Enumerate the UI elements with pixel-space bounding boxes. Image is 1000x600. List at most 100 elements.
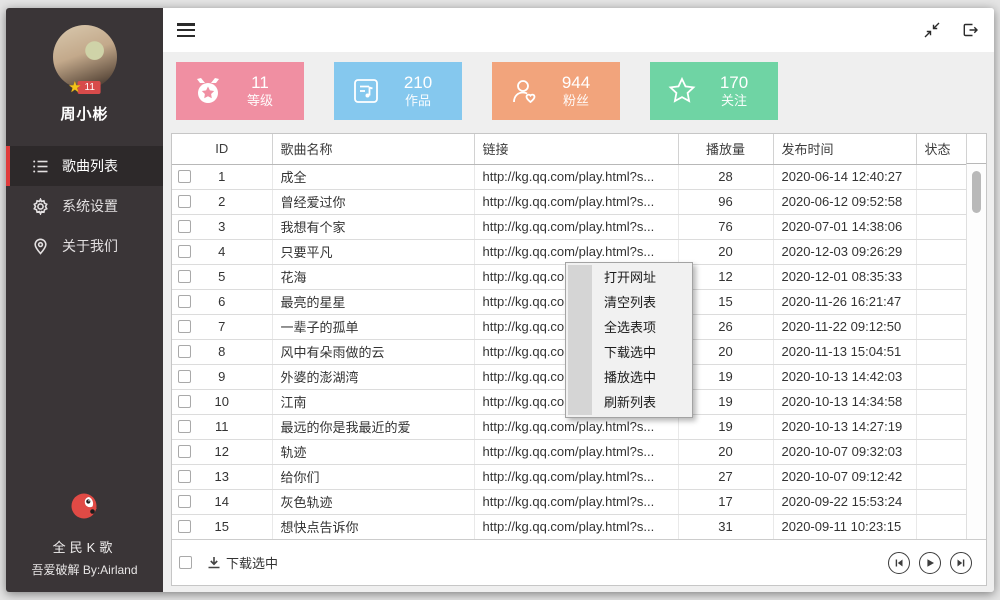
cell-status xyxy=(916,214,967,240)
table-row[interactable]: 2 曾经爱过你 http://kg.qq.com/play.html?s... … xyxy=(172,189,967,215)
cell-song-name: 外婆的澎湖湾 xyxy=(272,364,475,390)
table-row[interactable]: 13 给你们 http://kg.qq.com/play.html?s... 2… xyxy=(172,464,967,490)
context-menu-item-play-selected[interactable]: 播放选中 xyxy=(604,370,657,385)
sidebar-item-label: 关于我们 xyxy=(62,238,118,254)
vertical-scrollbar[interactable] xyxy=(966,164,986,539)
select-all-checkbox[interactable] xyxy=(179,556,192,569)
row-checkbox[interactable] xyxy=(178,369,191,383)
cell-plays: 17 xyxy=(678,489,774,515)
cell-song-name: 江南 xyxy=(272,389,475,415)
stat-value: 11 xyxy=(251,73,269,92)
sidebar-item-settings[interactable]: 系统设置 xyxy=(6,186,163,226)
cell-link: http://kg.qq.com/play.html?s... xyxy=(474,239,679,265)
cell-status xyxy=(916,239,967,265)
sidebar: ★ 11 周小彬 歌曲列表 系统设置 xyxy=(6,8,163,592)
context-menu-item-open-url[interactable]: 打开网址 xyxy=(604,270,657,285)
previous-track-button[interactable] xyxy=(888,551,910,574)
row-checkbox[interactable] xyxy=(178,419,191,433)
row-checkbox[interactable] xyxy=(178,169,191,183)
cell-link: http://kg.qq.com/play.html?s... xyxy=(474,414,679,440)
table-row[interactable]: 11 最远的你是我最近的爱 http://kg.qq.com/play.html… xyxy=(172,414,967,440)
row-checkbox[interactable] xyxy=(178,194,191,208)
row-checkbox[interactable] xyxy=(178,519,191,533)
cell-time: 2020-09-11 10:23:15 xyxy=(773,514,917,539)
row-checkbox[interactable] xyxy=(178,344,191,358)
cell-song-name: 想快点告诉你 xyxy=(272,514,475,539)
app-window: ★ 11 周小彬 歌曲列表 系统设置 xyxy=(6,8,994,592)
cell-time: 2020-11-22 09:12:50 xyxy=(773,314,917,340)
download-selected-button[interactable]: 下载选中 xyxy=(206,553,278,572)
table-row[interactable]: 12 轨迹 http://kg.qq.com/play.html?s... 20… xyxy=(172,439,967,465)
sidebar-item-song-list[interactable]: 歌曲列表 xyxy=(6,146,163,186)
cell-link: http://kg.qq.com/play.html?s... xyxy=(474,514,679,539)
context-menu-item-download-selected[interactable]: 下载选中 xyxy=(604,345,657,360)
list-icon xyxy=(33,160,48,172)
sidebar-menu: 歌曲列表 系统设置 关于我们 xyxy=(6,146,163,266)
cell-plays: 76 xyxy=(678,214,774,240)
cell-plays: 19 xyxy=(678,414,774,440)
table-row[interactable]: 14 灰色轨迹 http://kg.qq.com/play.html?s... … xyxy=(172,489,967,515)
minimize-to-tray-button[interactable] xyxy=(922,20,942,40)
stat-label: 关注 xyxy=(720,93,747,108)
column-header-link[interactable]: 链接 xyxy=(474,134,679,165)
cell-status xyxy=(916,414,967,440)
column-header-name[interactable]: 歌曲名称 xyxy=(272,134,475,165)
cell-plays: 19 xyxy=(678,389,774,415)
sidebar-item-about[interactable]: 关于我们 xyxy=(6,226,163,266)
cell-song-name: 花海 xyxy=(272,264,475,290)
cell-id: 1 xyxy=(218,169,226,184)
row-checkbox[interactable] xyxy=(178,219,191,233)
stat-label: 等级 xyxy=(246,93,273,108)
cell-time: 2020-11-13 15:04:51 xyxy=(773,339,917,365)
table-row[interactable]: 1 成全 http://kg.qq.com/play.html?s... 28 … xyxy=(172,164,967,190)
context-menu-item-select-all[interactable]: 全选表项 xyxy=(604,320,657,335)
column-header-time[interactable]: 发布时间 xyxy=(773,134,917,165)
cell-link: http://kg.qq.com/play.html?s... xyxy=(474,439,679,465)
table-row[interactable]: 15 想快点告诉你 http://kg.qq.com/play.html?s..… xyxy=(172,514,967,539)
cell-song-name: 给你们 xyxy=(272,464,475,490)
cell-song-name: 只要平凡 xyxy=(272,239,475,265)
avatar[interactable]: ★ 11 xyxy=(52,25,117,95)
table-row[interactable]: 10 江南 http://kg.qq.com/play.html?s... 19… xyxy=(172,389,967,415)
column-header-status[interactable]: 状态 xyxy=(916,134,967,165)
column-header-id[interactable]: ID xyxy=(172,134,273,165)
row-checkbox[interactable] xyxy=(178,494,191,508)
cell-song-name: 曾经爱过你 xyxy=(272,189,475,215)
cell-status xyxy=(916,339,967,365)
cell-time: 2020-07-01 14:38:06 xyxy=(773,214,917,240)
cell-time: 2020-10-13 14:34:58 xyxy=(773,389,917,415)
skip-next-icon xyxy=(957,559,965,566)
play-button[interactable] xyxy=(919,551,941,574)
cell-song-name: 最亮的星星 xyxy=(272,289,475,315)
cell-status xyxy=(916,314,967,340)
hamburger-menu-icon[interactable] xyxy=(177,23,195,37)
next-track-button[interactable] xyxy=(950,551,972,574)
download-icon xyxy=(208,556,220,568)
cell-id: 15 xyxy=(214,519,229,534)
cell-song-name: 灰色轨迹 xyxy=(272,489,475,515)
row-checkbox[interactable] xyxy=(178,319,191,333)
context-menu-item-refresh-list[interactable]: 刷新列表 xyxy=(604,395,657,410)
row-checkbox[interactable] xyxy=(178,294,191,308)
row-checkbox[interactable] xyxy=(178,394,191,408)
exit-button[interactable] xyxy=(960,20,980,40)
scrollbar-thumb[interactable] xyxy=(972,171,981,213)
cell-time: 2020-11-26 16:21:47 xyxy=(773,289,917,315)
context-menu-item-clear-list[interactable]: 清空列表 xyxy=(604,295,657,310)
column-header-plays[interactable]: 播放量 xyxy=(678,134,774,165)
table-row[interactable]: 4 只要平凡 http://kg.qq.com/play.html?s... 2… xyxy=(172,239,967,265)
table-row[interactable]: 3 我想有个家 http://kg.qq.com/play.html?s... … xyxy=(172,214,967,240)
row-checkbox[interactable] xyxy=(178,444,191,458)
cell-plays: 28 xyxy=(678,164,774,190)
cell-id: 5 xyxy=(218,269,226,284)
row-checkbox[interactable] xyxy=(178,244,191,258)
row-checkbox[interactable] xyxy=(178,269,191,283)
table-row[interactable]: 6 最亮的星星 http://kg.qq.com/play.html?s... … xyxy=(172,289,967,315)
cell-time: 2020-06-12 09:52:58 xyxy=(773,189,917,215)
row-checkbox[interactable] xyxy=(178,469,191,483)
cell-status xyxy=(916,464,967,490)
stat-value: 944 xyxy=(561,73,591,92)
cell-time: 2020-10-13 14:27:19 xyxy=(773,414,917,440)
song-table: ID 歌曲名称 链接 播放量 发布时间 状态 1 xyxy=(172,134,986,539)
cell-id: 2 xyxy=(218,194,226,209)
